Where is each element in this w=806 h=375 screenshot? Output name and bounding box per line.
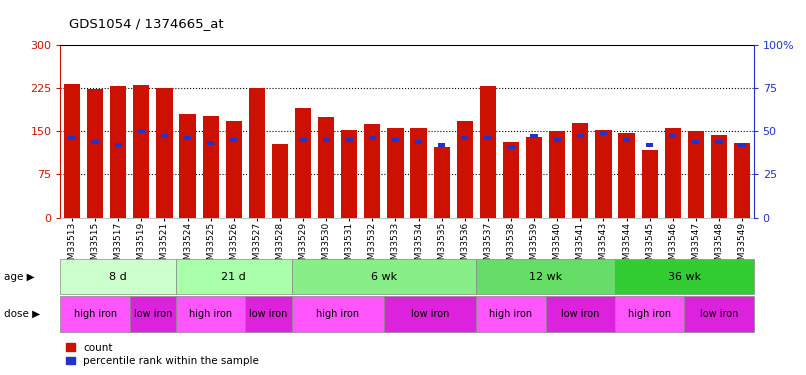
Text: 8 d: 8 d: [110, 272, 127, 282]
Bar: [434, 147, 450, 218]
Bar: [438, 143, 446, 147]
Bar: [669, 134, 676, 138]
Text: low iron: low iron: [249, 309, 288, 319]
Bar: [415, 140, 422, 144]
Text: low iron: low iron: [134, 309, 172, 319]
Bar: [738, 143, 746, 147]
Bar: [688, 131, 704, 218]
Bar: [207, 141, 214, 146]
Bar: [110, 86, 127, 218]
Bar: [596, 129, 612, 218]
Bar: [156, 87, 172, 218]
Bar: [715, 140, 723, 144]
Legend: count, percentile rank within the sample: count, percentile rank within the sample: [65, 343, 260, 366]
Bar: [480, 86, 496, 218]
Text: 21 d: 21 d: [222, 272, 246, 282]
Bar: [368, 136, 376, 140]
Bar: [503, 142, 519, 218]
Bar: [392, 138, 399, 142]
Bar: [526, 137, 542, 218]
Text: 6 wk: 6 wk: [371, 272, 397, 282]
Text: high iron: high iron: [73, 309, 117, 319]
Bar: [346, 138, 353, 142]
Bar: [530, 134, 538, 138]
Bar: [711, 135, 727, 218]
Bar: [364, 124, 380, 217]
Bar: [114, 143, 122, 147]
Bar: [457, 121, 473, 218]
Bar: [600, 131, 607, 135]
Text: high iron: high iron: [489, 309, 533, 319]
Bar: [507, 145, 515, 149]
Bar: [410, 128, 426, 217]
Bar: [576, 134, 584, 138]
Bar: [69, 136, 76, 140]
Bar: [623, 138, 630, 142]
Bar: [230, 138, 238, 142]
Bar: [692, 140, 700, 144]
Bar: [572, 123, 588, 218]
Bar: [202, 116, 218, 218]
Bar: [180, 114, 196, 218]
Bar: [249, 87, 265, 218]
Bar: [272, 144, 288, 218]
Bar: [665, 128, 681, 217]
Text: dose ▶: dose ▶: [4, 309, 40, 319]
Bar: [133, 85, 149, 218]
Bar: [138, 129, 145, 133]
Text: GDS1054 / 1374665_at: GDS1054 / 1374665_at: [69, 17, 223, 30]
Bar: [160, 134, 168, 138]
Text: 36 wk: 36 wk: [667, 272, 701, 282]
Bar: [461, 136, 468, 140]
Bar: [299, 138, 307, 142]
Bar: [295, 108, 311, 217]
Bar: [484, 136, 492, 140]
Bar: [549, 131, 565, 218]
Bar: [226, 121, 242, 218]
Bar: [734, 143, 750, 218]
Text: age ▶: age ▶: [4, 272, 35, 282]
Bar: [318, 117, 334, 218]
Text: 12 wk: 12 wk: [529, 272, 563, 282]
Bar: [618, 133, 634, 218]
Text: low iron: low iron: [411, 309, 449, 319]
Bar: [388, 128, 404, 217]
Text: low iron: low iron: [700, 309, 738, 319]
Text: high iron: high iron: [628, 309, 671, 319]
Bar: [554, 138, 561, 142]
Bar: [64, 84, 80, 218]
Bar: [341, 130, 357, 218]
Text: high iron: high iron: [189, 309, 232, 319]
Text: high iron: high iron: [316, 309, 359, 319]
Text: low iron: low iron: [561, 309, 600, 319]
Bar: [642, 150, 658, 217]
Bar: [646, 143, 654, 147]
Bar: [87, 89, 103, 218]
Bar: [91, 140, 99, 144]
Bar: [184, 136, 191, 140]
Bar: [322, 138, 330, 142]
